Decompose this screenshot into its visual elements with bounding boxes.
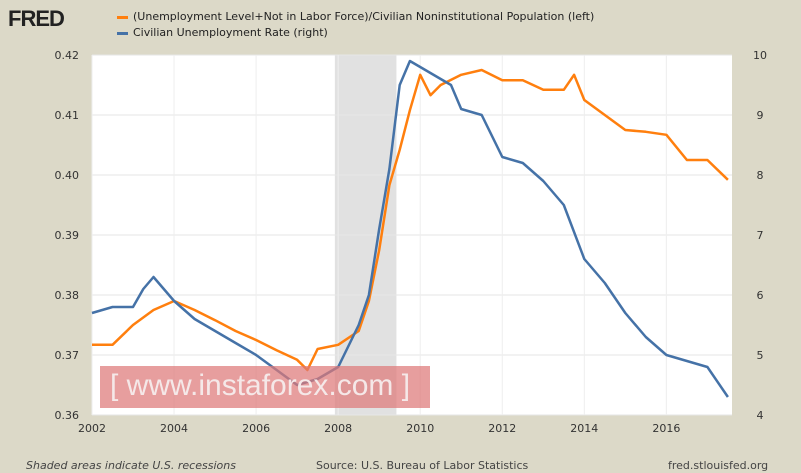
y-right-tick-label: 6 — [757, 289, 764, 302]
watermark-text: [ www.instaforex.com ] — [110, 369, 411, 402]
source: Source: U.S. Bureau of Labor Statistics — [316, 459, 529, 472]
y-left-tick-label: 0.42 — [55, 49, 80, 62]
series-line-ratio — [92, 68, 729, 372]
y-left-tick-label: 0.37 — [55, 349, 80, 362]
legend-item-left: (Unemployment Level+Not in Labor Force)/… — [117, 10, 594, 23]
y-right-tick-label: 4 — [757, 409, 764, 422]
x-tick-label: 2006 — [242, 422, 270, 435]
legend-label: Civilian Unemployment Rate (right) — [133, 26, 328, 39]
x-tick-label: 2002 — [78, 422, 106, 435]
y-left-tick-label: 0.36 — [55, 409, 80, 422]
y-right-tick-label: 7 — [757, 229, 764, 242]
x-tick-label: 2004 — [160, 422, 188, 435]
y-left-tick-label: 0.40 — [55, 169, 80, 182]
y-left-tick-label: 0.39 — [55, 229, 80, 242]
x-tick-label: 2014 — [570, 422, 598, 435]
legend-swatch — [117, 31, 128, 35]
x-tick-label: 2010 — [406, 422, 434, 435]
site-link[interactable]: fred.stlouisfed.org — [668, 459, 769, 472]
y-right-tick-label: 10 — [753, 49, 767, 62]
x-tick-label: 2012 — [488, 422, 516, 435]
y-left-tick-label: 0.41 — [55, 109, 80, 122]
y-right-tick-label: 8 — [757, 169, 764, 182]
x-tick-label: 2016 — [652, 422, 680, 435]
legend-item-right: Civilian Unemployment Rate (right) — [117, 26, 328, 39]
legend-label: (Unemployment Level+Not in Labor Force)/… — [133, 10, 595, 23]
legend-swatch — [117, 15, 128, 19]
y-right-tick-label: 9 — [757, 109, 764, 122]
y-right-tick-label: 5 — [757, 349, 764, 362]
x-tick-label: 2008 — [324, 422, 352, 435]
watermark: [ www.instaforex.com ] — [100, 366, 430, 408]
recession-note: Shaded areas indicate U.S. recessions — [26, 459, 236, 472]
fred-logo: FRED — [8, 6, 65, 31]
y-left-tick-label: 0.38 — [55, 289, 80, 302]
